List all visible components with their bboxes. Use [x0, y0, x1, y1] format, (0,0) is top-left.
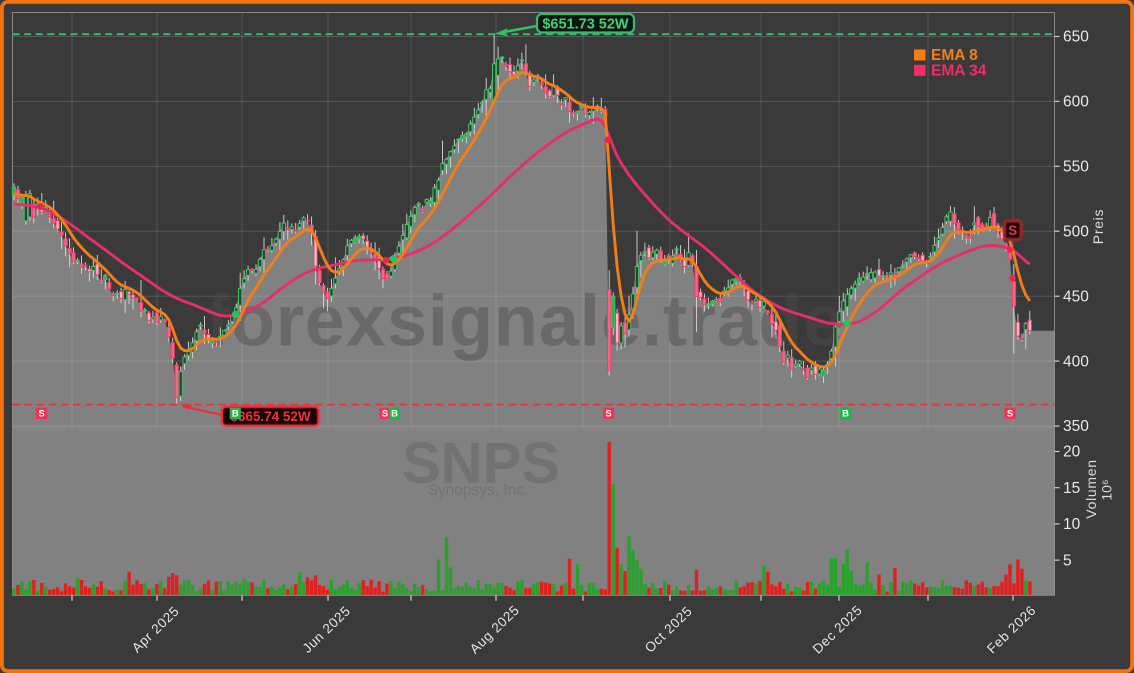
svg-text:S: S: [382, 409, 388, 420]
svg-text:S: S: [605, 409, 611, 420]
svg-text:5: 5: [1063, 552, 1072, 569]
svg-text:EMA 34: EMA 34: [931, 62, 987, 79]
svg-text:$651.73 52W: $651.73 52W: [542, 16, 629, 32]
svg-text:550: 550: [1063, 159, 1089, 176]
svg-text:B: B: [232, 409, 239, 420]
svg-text:15: 15: [1063, 480, 1080, 497]
svg-text:450: 450: [1063, 288, 1089, 305]
svg-text:600: 600: [1063, 94, 1089, 111]
svg-text:forexsignale.trade: forexsignale.trade: [206, 282, 844, 362]
svg-text:20: 20: [1063, 444, 1081, 461]
svg-text:S: S: [1008, 223, 1017, 238]
svg-text:400: 400: [1063, 353, 1089, 370]
svg-text:500: 500: [1063, 223, 1089, 240]
svg-text:SNPS: SNPS: [402, 431, 560, 496]
svg-text:10: 10: [1063, 516, 1081, 533]
svg-text:EMA 8: EMA 8: [931, 47, 978, 64]
svg-text:B: B: [391, 409, 398, 420]
svg-text:B: B: [842, 409, 849, 420]
svg-text:10⁶: 10⁶: [1099, 479, 1115, 500]
svg-text:Volumen: Volumen: [1083, 459, 1099, 518]
svg-text:Preis: Preis: [1090, 209, 1106, 244]
svg-text:Synopsys, Inc.: Synopsys, Inc.: [428, 482, 529, 499]
svg-text:S: S: [1007, 409, 1013, 420]
svg-text:650: 650: [1063, 29, 1089, 46]
svg-text:350: 350: [1063, 418, 1089, 435]
svg-text:S: S: [38, 409, 44, 420]
svg-text:$365.74 52W: $365.74 52W: [230, 409, 311, 424]
